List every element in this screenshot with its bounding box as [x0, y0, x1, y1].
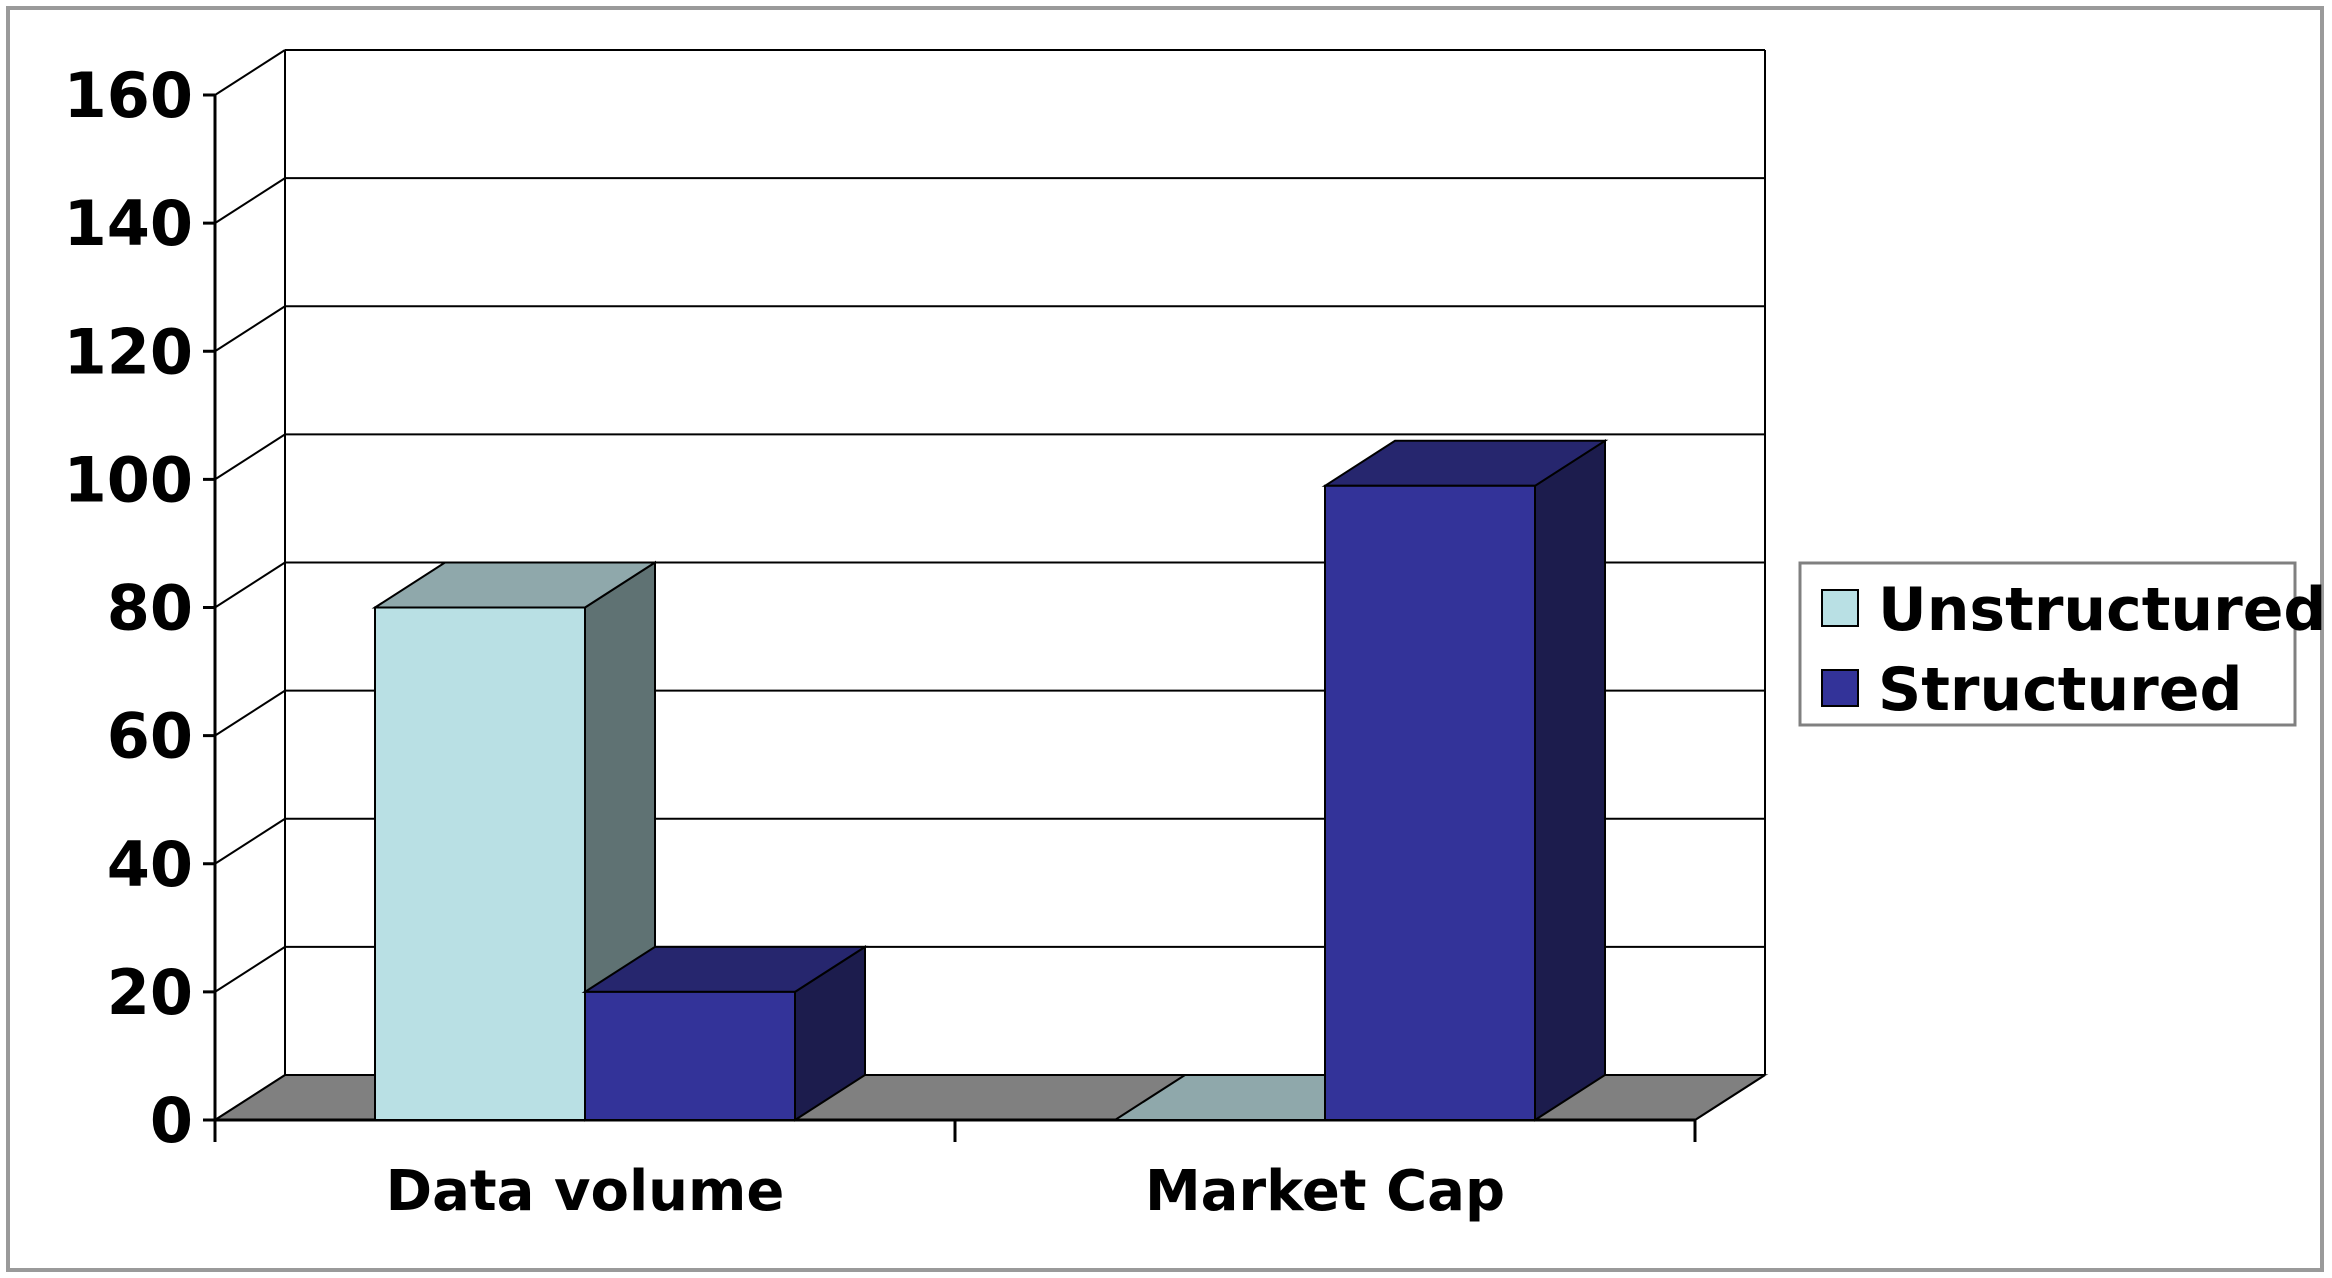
y-tick-label: 140	[64, 187, 193, 260]
floor-right-edge	[1694, 1074, 1766, 1121]
legend-box	[1798, 561, 2297, 727]
y-tick-labels: 0 20 40 60 80 100 120 140 160	[64, 59, 193, 1157]
bar-unstructured-data-volume	[371, 560, 659, 1122]
legend-label-unstructured: Unstructured	[1878, 575, 2326, 645]
legend-swatch-unstructured	[1821, 589, 1859, 627]
bar-structured-market-cap	[1321, 438, 1609, 1122]
legend: Unstructured Structured	[1798, 561, 2326, 727]
side-gridline	[214, 561, 286, 609]
side-gridline	[214, 305, 286, 353]
bar-structured-data-volume	[581, 945, 869, 1122]
y-tick-label: 20	[107, 956, 193, 1029]
legend-label-structured: Structured	[1878, 655, 2242, 725]
y-tick-label: 60	[107, 700, 193, 773]
x-tick-label: Market Cap	[1145, 1159, 1505, 1224]
y-tick-label: 0	[150, 1084, 193, 1157]
side-gridline	[214, 433, 286, 481]
bars	[371, 438, 1609, 1122]
side-gridline	[214, 49, 286, 96]
y-tick-label: 160	[64, 59, 193, 132]
bar-unstructured-data-volume-front	[374, 606, 586, 1121]
side-gridline	[214, 817, 286, 865]
y-tick-label: 40	[107, 828, 193, 901]
side-gridline	[214, 689, 286, 737]
bar-structured-data-volume-front	[584, 990, 796, 1121]
x-tick-label: Data volume	[386, 1159, 785, 1224]
side-gridline	[214, 1074, 286, 1121]
bar-structured-market-cap-side	[1534, 438, 1606, 1122]
y-tick-label: 100	[64, 443, 193, 516]
bar-structured-market-cap-front	[1324, 484, 1536, 1121]
legend-swatch-structured	[1821, 669, 1859, 707]
x-tick-labels: Data volume Market Cap	[386, 1159, 1505, 1224]
side-gridline	[214, 177, 286, 224]
y-tick-label: 120	[64, 315, 193, 388]
side-gridline	[214, 946, 286, 993]
y-tick-label: 80	[107, 572, 193, 645]
